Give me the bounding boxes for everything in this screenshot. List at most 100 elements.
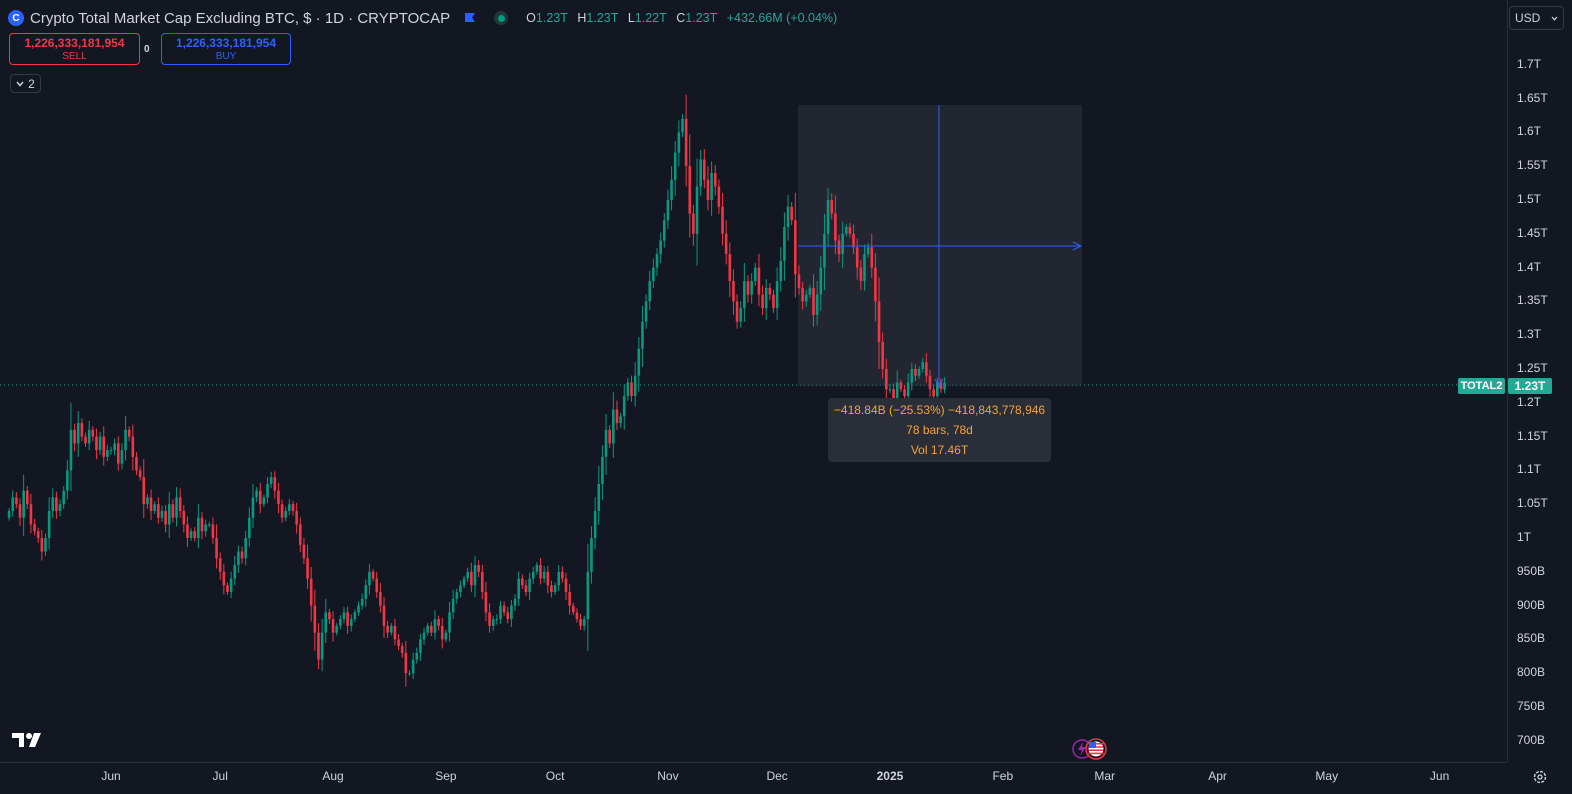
time-axis[interactable]: Jun Jul Aug Sep Oct Nov Dec 2025 Feb Mar Apr May Jun <box>0 762 1507 794</box>
candle <box>732 269 735 315</box>
price-axis-label: 1.6T <box>1517 124 1542 139</box>
candle <box>823 213 826 291</box>
candle <box>673 141 677 196</box>
time-axis-label: 2025 <box>876 769 904 783</box>
candle <box>903 385 906 400</box>
candle <box>313 589 317 651</box>
candle <box>477 560 480 578</box>
candle <box>564 572 568 601</box>
measure-change: −418.84B (−25.53%) −418,843,778,946 <box>833 403 1046 417</box>
candle <box>40 530 44 561</box>
candle <box>284 506 288 522</box>
candle <box>153 501 156 514</box>
buy-price: 1,226,333,181,954 <box>175 36 277 50</box>
candle <box>612 392 615 458</box>
candle <box>703 149 706 189</box>
candle <box>178 488 182 518</box>
candle <box>772 289 775 313</box>
candle <box>44 533 47 557</box>
candle <box>189 528 193 541</box>
tradingview-logo-icon[interactable] <box>12 731 44 749</box>
candle <box>783 212 786 281</box>
candle <box>593 497 597 550</box>
candle <box>430 621 433 637</box>
candle <box>36 527 40 543</box>
candle <box>797 265 801 295</box>
candle <box>615 400 619 430</box>
economic-events-icon[interactable] <box>1071 738 1111 760</box>
candle <box>874 253 877 322</box>
candle <box>251 483 255 529</box>
candle <box>11 490 15 517</box>
indicators-toggle-button[interactable]: 2 <box>10 74 41 93</box>
candle <box>29 493 33 534</box>
candle <box>692 204 695 246</box>
candle <box>764 279 768 321</box>
price-axis-label: 1.05T <box>1517 496 1548 511</box>
time-axis-label: Nov <box>657 769 679 783</box>
candle <box>579 613 582 631</box>
flag-icon[interactable] <box>464 12 476 24</box>
price-axis[interactable]: 1.7T 1.65T 1.6T 1.55T 1.5T 1.45T 1.4T 1.35T 1.3T… <box>1507 0 1572 762</box>
candle <box>218 552 222 580</box>
currency-select[interactable]: USD <box>1509 6 1564 30</box>
market-status-icon[interactable] <box>494 11 509 25</box>
chart-header: C Crypto Total Market Cap Excluding BTC,… <box>8 8 843 28</box>
candle <box>229 571 233 598</box>
candle <box>368 563 371 595</box>
candle <box>473 556 477 598</box>
sell-label: SELL <box>62 51 87 62</box>
spread-value: 0 <box>144 44 150 55</box>
cryptocap-logo-icon: C <box>8 10 24 26</box>
candle <box>812 274 815 327</box>
price-axis-label: 850B <box>1517 631 1546 646</box>
candle <box>142 459 146 518</box>
candle <box>928 369 932 398</box>
candle <box>644 294 648 329</box>
candle <box>306 544 309 589</box>
candle <box>775 267 779 320</box>
candle <box>568 584 571 615</box>
candle <box>466 567 470 583</box>
candle <box>255 487 258 503</box>
candle <box>233 555 237 586</box>
candle <box>528 572 531 601</box>
candle <box>666 189 670 230</box>
time-axis-label: Oct <box>545 769 565 783</box>
candle <box>84 432 87 447</box>
candle <box>462 575 466 589</box>
candle <box>790 202 793 226</box>
candle <box>633 362 637 407</box>
price-axis-label: 900B <box>1517 597 1546 612</box>
sell-button[interactable]: 1,226,333,181,954 SELL <box>9 33 140 65</box>
candle <box>815 281 819 326</box>
candle <box>302 537 306 565</box>
symbol-title[interactable]: Crypto Total Market Cap Excluding BTC, $… <box>30 9 451 27</box>
candle <box>18 498 22 526</box>
candle <box>939 378 943 393</box>
candle <box>495 614 499 625</box>
candle <box>743 263 746 322</box>
price-axis-label: 1T <box>1517 530 1532 544</box>
candle <box>502 601 506 616</box>
candle <box>597 465 601 525</box>
candle <box>819 255 823 311</box>
candle <box>437 615 440 631</box>
settings-gear-icon[interactable] <box>1530 767 1550 787</box>
measure-bars: 78 bars, 78d <box>906 423 973 437</box>
candle <box>22 474 25 536</box>
chevron-down-icon <box>1551 16 1558 21</box>
candle <box>135 452 138 476</box>
buy-button[interactable]: 1,226,333,181,954 BUY <box>161 33 291 65</box>
candle <box>291 500 295 516</box>
candle <box>779 247 783 292</box>
candle <box>240 546 244 564</box>
price-chart[interactable] <box>0 0 1507 762</box>
candle <box>484 581 488 622</box>
candle <box>801 282 804 310</box>
candle <box>943 377 946 394</box>
candle <box>622 384 626 430</box>
candle <box>834 195 837 255</box>
candle <box>619 412 622 428</box>
candle <box>761 285 764 316</box>
